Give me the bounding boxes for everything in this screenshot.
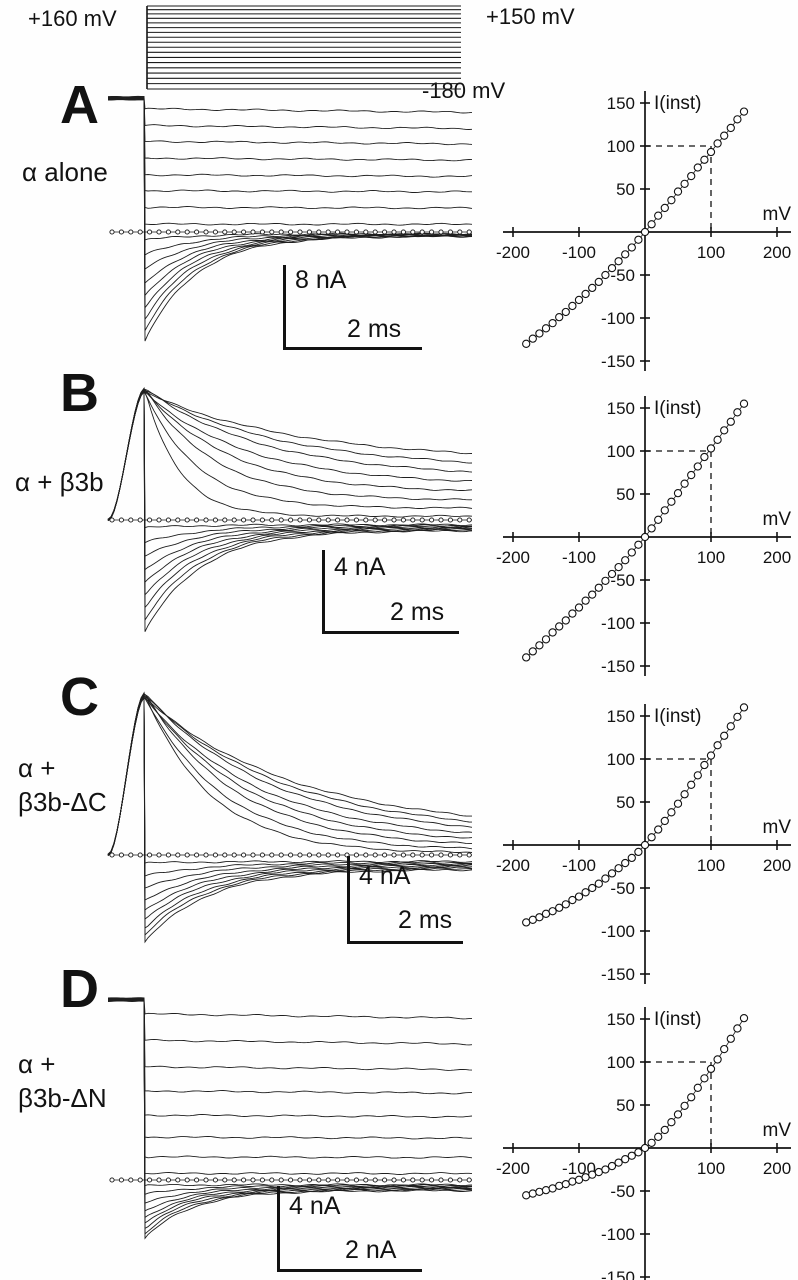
- panel-b-iv-plot: -200 -100 100 200 150 100 50 -50 -100 -150 I(inst)…: [496, 396, 792, 676]
- svg-text:200: 200: [763, 1159, 791, 1178]
- svg-text:I(inst): I(inst): [654, 706, 702, 727]
- panel-d-horizontal-scale-bar: [277, 1269, 422, 1272]
- panel-b-horizontal-scale-bar: [322, 631, 459, 634]
- panel-c-vertical-scale-bar: [347, 856, 350, 944]
- svg-text:100: 100: [607, 137, 635, 156]
- svg-text:50: 50: [616, 1096, 635, 1115]
- svg-text:-50: -50: [610, 1182, 635, 1201]
- svg-text:I(inst): I(inst): [654, 93, 702, 114]
- svg-text:-200: -200: [496, 856, 530, 875]
- svg-text:-200: -200: [496, 548, 530, 567]
- svg-text:I(inst): I(inst): [654, 398, 702, 419]
- svg-text:-200: -200: [496, 1159, 530, 1178]
- svg-text:mV: mV: [763, 204, 792, 225]
- panel-d-condition-line1: α +: [18, 1049, 56, 1079]
- svg-text:-50: -50: [610, 266, 635, 285]
- panel-b-condition-line1: α + β3b: [15, 467, 104, 497]
- svg-text:I(inst): I(inst): [654, 1009, 702, 1030]
- svg-text:100: 100: [697, 856, 725, 875]
- protocol-top-right-label: +150 mV: [486, 4, 575, 29]
- panel-a-current-scale-label: 8 nA: [295, 266, 347, 294]
- svg-text:150: 150: [607, 707, 635, 726]
- svg-text:100: 100: [697, 1159, 725, 1178]
- panel-c-condition: α + β3b-ΔC: [18, 752, 107, 820]
- svg-text:mV: mV: [763, 1120, 792, 1141]
- panel-d-iv-plot: -200 -100 100 200 150 100 50 -50 -100 -150 I(inst)…: [496, 1007, 792, 1280]
- panel-d-vertical-scale-bar: [277, 1186, 280, 1272]
- svg-text:50: 50: [616, 180, 635, 199]
- svg-text:200: 200: [763, 856, 791, 875]
- svg-text:-150: -150: [601, 965, 635, 984]
- svg-text:-100: -100: [601, 614, 635, 633]
- panel-b-letter: B: [60, 363, 100, 423]
- panel-a-letter: A: [60, 75, 100, 135]
- panel-b-time-scale-label: 2 ms: [390, 598, 445, 626]
- svg-text:-100: -100: [601, 922, 635, 941]
- svg-text:150: 150: [607, 399, 635, 418]
- svg-text:100: 100: [697, 548, 725, 567]
- svg-text:150: 150: [607, 94, 635, 113]
- voltage-protocol-diagram: [146, 5, 461, 90]
- panel-a-vertical-scale-bar: [283, 265, 286, 350]
- panel-c-letter: C: [60, 667, 100, 727]
- panel-b-vertical-scale-bar: [322, 550, 325, 634]
- svg-text:-50: -50: [610, 879, 635, 898]
- svg-text:100: 100: [607, 750, 635, 769]
- panel-d-condition-line2: β3b-ΔN: [18, 1082, 107, 1113]
- svg-text:100: 100: [607, 1053, 635, 1072]
- panel-d-letter: D: [60, 959, 100, 1019]
- svg-text:200: 200: [763, 548, 791, 567]
- svg-text:150: 150: [607, 1010, 635, 1029]
- svg-text:-150: -150: [601, 657, 635, 676]
- protocol-max-voltage-label: +160 mV: [28, 6, 117, 31]
- panel-b-condition: α + β3b: [15, 466, 104, 500]
- panel-b-current-traces: [107, 386, 473, 632]
- svg-text:100: 100: [607, 442, 635, 461]
- svg-text:50: 50: [616, 485, 635, 504]
- panel-a-current-traces: [107, 95, 473, 342]
- svg-text:100: 100: [697, 243, 725, 262]
- svg-text:-100: -100: [562, 856, 596, 875]
- svg-text:-50: -50: [610, 571, 635, 590]
- protocol-min-voltage-label: -180 mV: [422, 78, 506, 103]
- svg-text:-100: -100: [562, 548, 596, 567]
- panel-a-horizontal-scale-bar: [283, 347, 422, 350]
- panel-d-current-scale-label: 4 nA: [289, 1192, 341, 1220]
- panel-a-time-scale-label: 2 ms: [347, 315, 402, 343]
- svg-text:50: 50: [616, 793, 635, 812]
- panel-c-current-scale-label: 4 nA: [359, 862, 411, 890]
- svg-text:-100: -100: [601, 309, 635, 328]
- svg-text:200: 200: [763, 243, 791, 262]
- panel-a-condition-line1: α alone: [22, 157, 108, 187]
- panel-a-iv-plot: -200 -100 100 200 150 100 50 -50 -100 -150 I(inst)…: [496, 91, 792, 371]
- svg-text:mV: mV: [763, 817, 792, 838]
- svg-text:-100: -100: [562, 243, 596, 262]
- svg-text:-150: -150: [601, 1268, 635, 1280]
- svg-text:-100: -100: [601, 1225, 635, 1244]
- panel-d-current-traces: [107, 997, 473, 1240]
- svg-text:mV: mV: [763, 509, 792, 530]
- panel-c-iv-plot: -200 -100 100 200 150 100 50 -50 -100 -150 I(inst)…: [496, 703, 792, 984]
- svg-text:-100: -100: [562, 1159, 596, 1178]
- svg-text:-150: -150: [601, 352, 635, 371]
- panel-c-time-scale-label: 2 ms: [398, 906, 453, 934]
- panel-c-condition-line1: α +: [18, 753, 56, 783]
- panel-c-condition-line2: β3b-ΔC: [18, 786, 107, 817]
- panel-d-time-scale-label: 2 nA: [345, 1236, 397, 1264]
- panel-b-current-scale-label: 4 nA: [334, 553, 386, 581]
- svg-text:-200: -200: [496, 243, 530, 262]
- panel-c-horizontal-scale-bar: [347, 941, 463, 944]
- panel-d-condition: α + β3b-ΔN: [18, 1048, 107, 1116]
- panel-a-condition: α alone: [22, 156, 108, 190]
